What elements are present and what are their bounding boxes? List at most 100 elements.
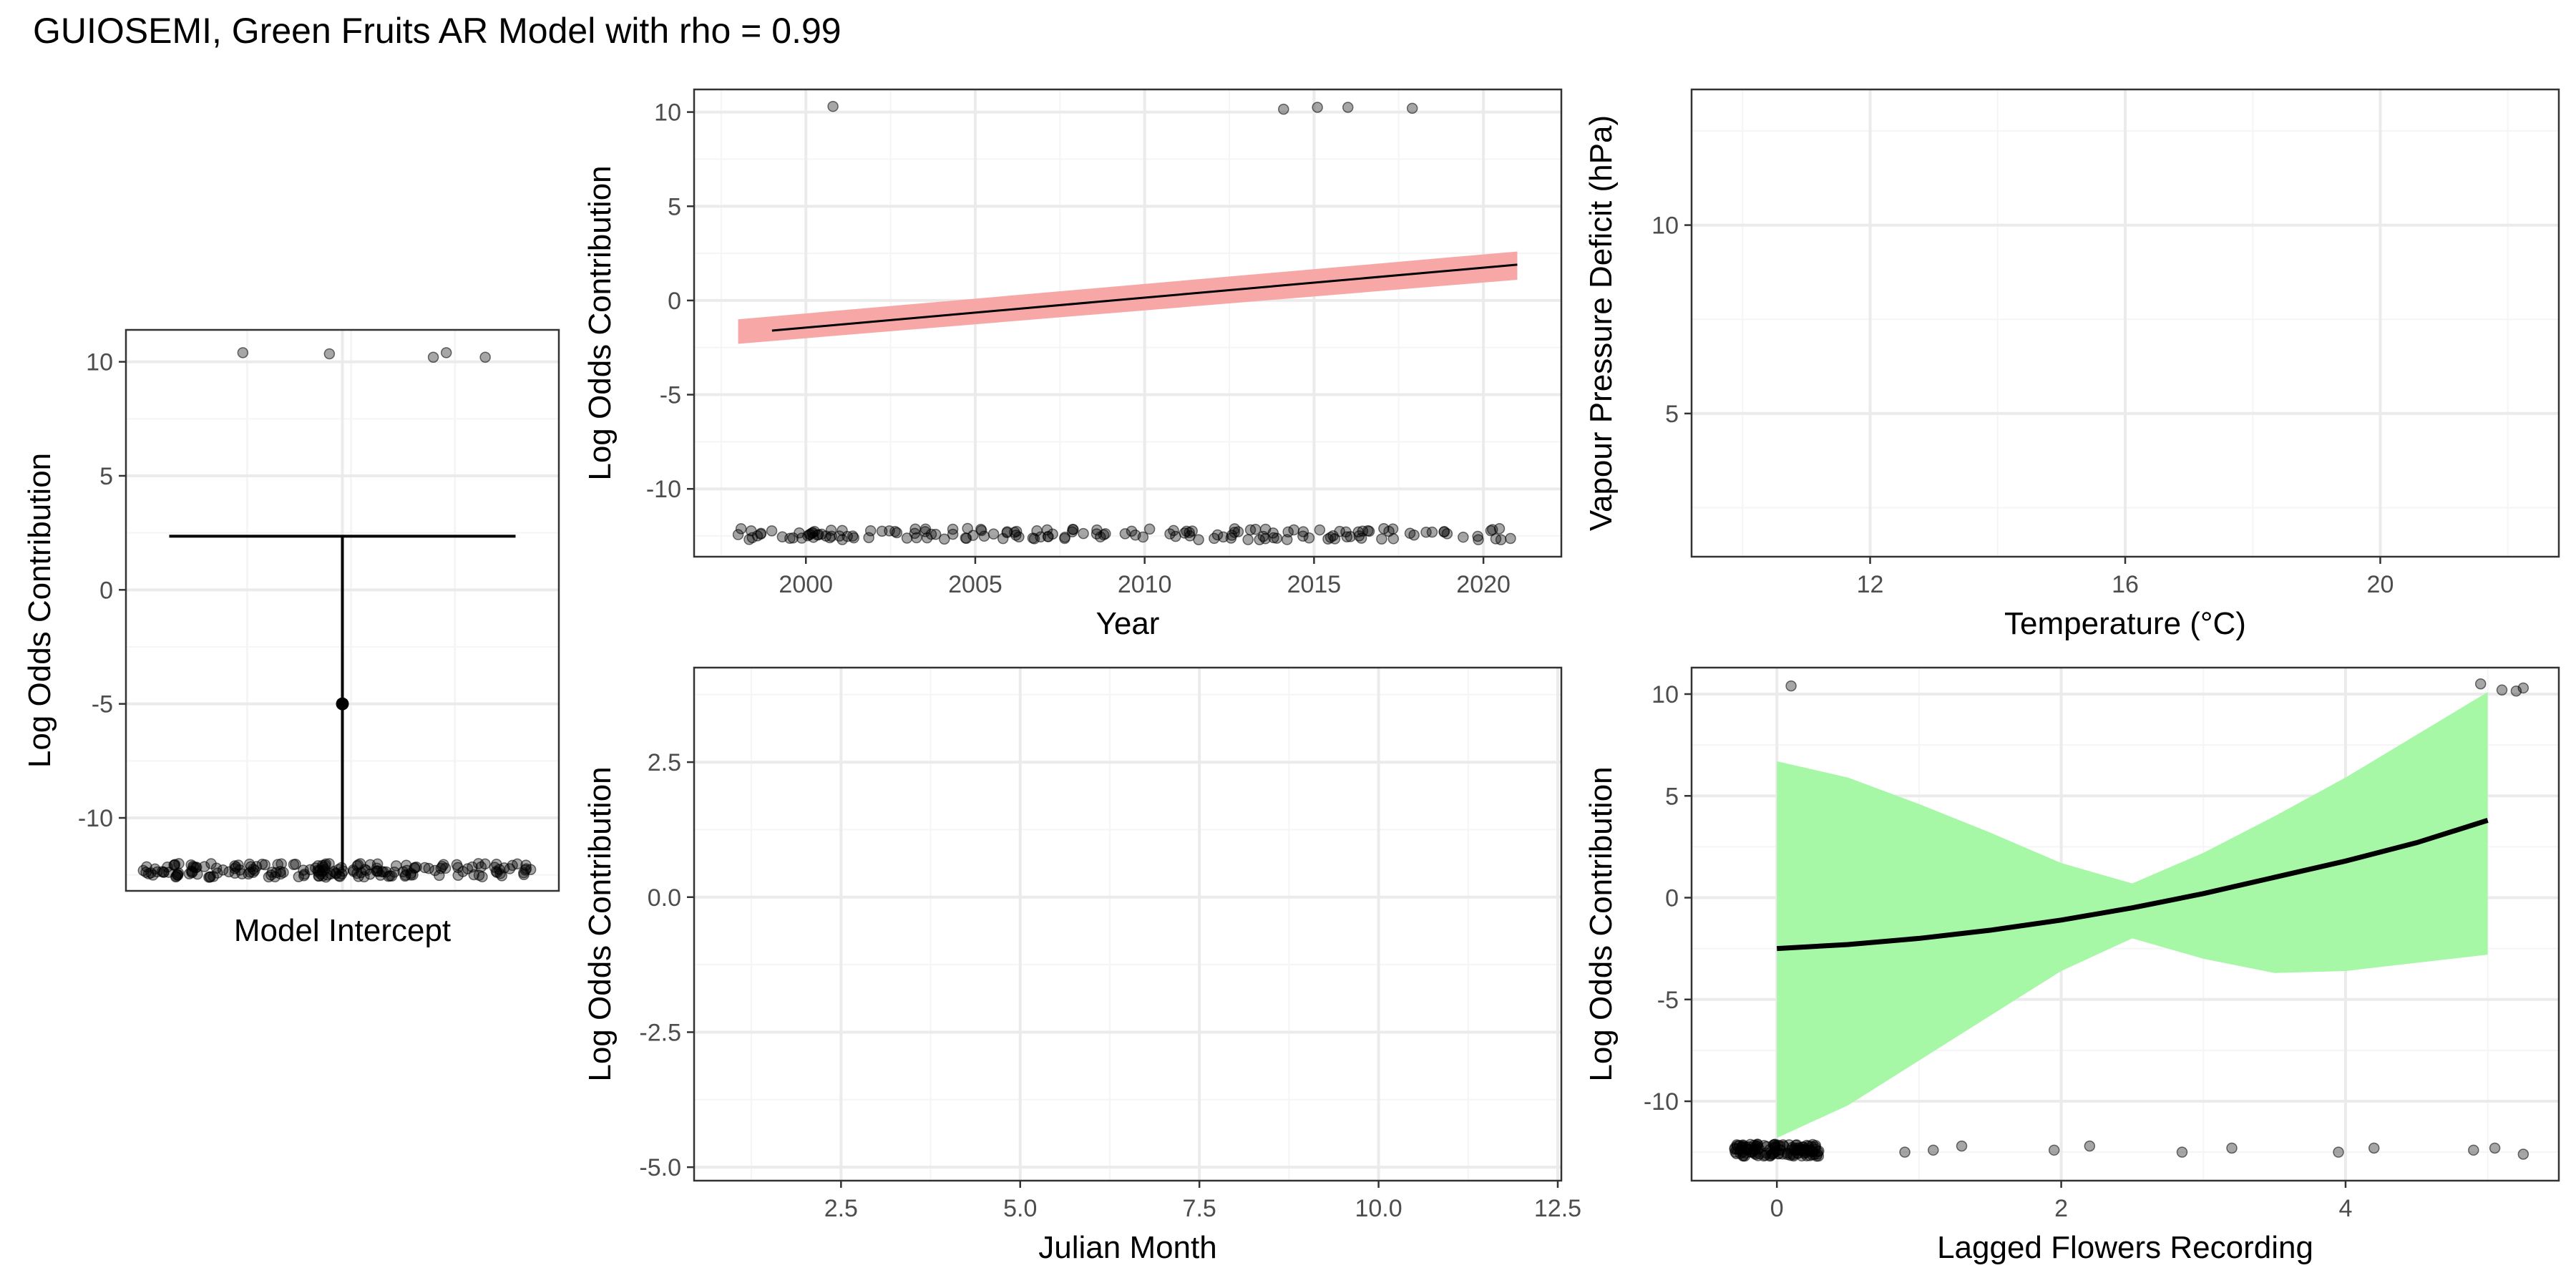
data-point bbox=[794, 527, 805, 539]
y-axis: 10 5 0 -5 -10 bbox=[1644, 681, 1692, 1116]
y-tick-label: 0.0 bbox=[648, 884, 681, 912]
data-point bbox=[172, 867, 185, 879]
data-point bbox=[909, 523, 921, 535]
data-point bbox=[1184, 527, 1195, 538]
data-point bbox=[1729, 1142, 1741, 1154]
y-tick-label: 10 bbox=[1652, 681, 1679, 708]
y-tick-label: 2.5 bbox=[648, 749, 681, 776]
y-axis-title: Log Odds Contribution bbox=[582, 165, 618, 480]
data-point bbox=[275, 858, 287, 869]
x-tick-label: 12 bbox=[1857, 571, 1884, 598]
data-point bbox=[1899, 1146, 1911, 1158]
data-point bbox=[1078, 527, 1089, 540]
data-point bbox=[204, 872, 215, 883]
data-point bbox=[1259, 523, 1272, 535]
data-point bbox=[960, 532, 972, 544]
x-axis: 0 2 4 bbox=[1770, 1181, 2353, 1222]
data-point bbox=[809, 525, 821, 537]
data-point bbox=[1438, 526, 1450, 537]
intercept-estimate bbox=[169, 535, 516, 871]
data-point bbox=[1232, 526, 1244, 537]
data-point bbox=[841, 530, 853, 542]
data-point bbox=[1254, 534, 1265, 546]
confidence-ribbon bbox=[1777, 692, 2488, 1138]
data-point bbox=[248, 867, 259, 878]
data-point bbox=[316, 859, 328, 872]
data-point bbox=[1242, 534, 1254, 545]
data-point bbox=[1797, 1143, 1809, 1156]
data-point bbox=[333, 870, 345, 882]
data-point bbox=[1764, 1150, 1776, 1162]
panel-background bbox=[694, 668, 1561, 1181]
data-point bbox=[452, 862, 464, 874]
y-tick-label: 5 bbox=[1665, 401, 1679, 428]
data-point bbox=[1314, 524, 1326, 536]
x-tick-label: 2.5 bbox=[824, 1195, 858, 1222]
data-point bbox=[1303, 532, 1315, 544]
grid-lines bbox=[1692, 89, 2559, 557]
julian-month-panel: 2.5 0.0 -2.5 -5.0 2.5 5.0 7.5 10.0 12.5 Julian Mo… bbox=[582, 666, 1581, 1265]
data-point bbox=[462, 863, 474, 874]
data-point bbox=[1785, 680, 1797, 692]
x-tick-label: 2010 bbox=[1118, 571, 1172, 598]
data-point bbox=[826, 530, 837, 542]
y-axis-title: Vapour Pressure Deficit (hPa) bbox=[1584, 115, 1619, 531]
data-point bbox=[1458, 531, 1469, 543]
y-tick-label: 10 bbox=[1652, 213, 1679, 240]
y-axis: 2.5 0.0 -2.5 -5.0 bbox=[639, 749, 694, 1181]
lagged-flowers-panel: 10 5 0 -5 -10 0 2 4 Lagged Flowers Recording Log … bbox=[1584, 666, 2560, 1265]
x-tick-label: 5.0 bbox=[1003, 1195, 1037, 1222]
data-point bbox=[234, 864, 246, 876]
panel-border bbox=[1690, 666, 2560, 1182]
fit-line bbox=[771, 263, 1518, 332]
data-point bbox=[2496, 684, 2508, 696]
panel-border bbox=[693, 666, 1563, 1182]
data-point bbox=[1027, 532, 1039, 544]
x-tick-label: 4 bbox=[2339, 1195, 2353, 1222]
data-point bbox=[1472, 530, 1483, 542]
data-point bbox=[383, 870, 394, 882]
x-tick-label: 10.0 bbox=[1355, 1195, 1402, 1222]
x-tick-label: 2000 bbox=[779, 571, 833, 598]
data-point bbox=[142, 868, 155, 879]
data-point bbox=[323, 858, 335, 869]
x-tick-label: 20 bbox=[2367, 571, 2394, 598]
data-point bbox=[1209, 532, 1220, 545]
data-point bbox=[1043, 531, 1054, 542]
data-point bbox=[374, 869, 386, 881]
data-point bbox=[491, 867, 503, 879]
data-point bbox=[479, 351, 491, 363]
data-point bbox=[766, 525, 778, 537]
data-point bbox=[210, 862, 223, 874]
data-point bbox=[925, 528, 937, 540]
y-tick-label: 0 bbox=[668, 288, 681, 315]
year-panel: 10 5 0 -5 -10 2000 2005 2010 2015 2020 Year Log Odd… bbox=[582, 88, 1563, 641]
data-point bbox=[1505, 532, 1516, 545]
data-point bbox=[389, 867, 400, 878]
data-point bbox=[735, 523, 747, 535]
y-tick-label: 5 bbox=[99, 463, 113, 490]
data-point bbox=[504, 863, 516, 874]
y-tick-label: -10 bbox=[646, 476, 681, 503]
y-tick-label: -5.0 bbox=[639, 1154, 681, 1181]
data-point bbox=[1737, 1150, 1749, 1161]
data-point bbox=[2517, 1148, 2529, 1160]
data-point bbox=[1357, 525, 1369, 537]
data-point bbox=[438, 859, 449, 870]
data-point bbox=[824, 532, 836, 544]
temperature-panel: 5 10 12 16 20 Temperature (°C) Vapour Pressure… bbox=[1584, 88, 2560, 641]
y-tick-label: 0 bbox=[1665, 885, 1679, 912]
x-axis-title: Model Intercept bbox=[234, 913, 451, 948]
data-point bbox=[270, 867, 282, 879]
data-point bbox=[1956, 1140, 1968, 1152]
data-point bbox=[293, 871, 305, 883]
data-point bbox=[939, 533, 950, 545]
data-point bbox=[1281, 534, 1293, 545]
x-axis: 2000 2005 2010 2015 2020 bbox=[779, 557, 1511, 598]
x-axis-title: Julian Month bbox=[1038, 1230, 1216, 1265]
data-point bbox=[2489, 1142, 2501, 1154]
y-tick-label: 5 bbox=[1665, 783, 1679, 810]
data-point bbox=[2333, 1146, 2344, 1158]
data-point bbox=[1244, 524, 1257, 536]
